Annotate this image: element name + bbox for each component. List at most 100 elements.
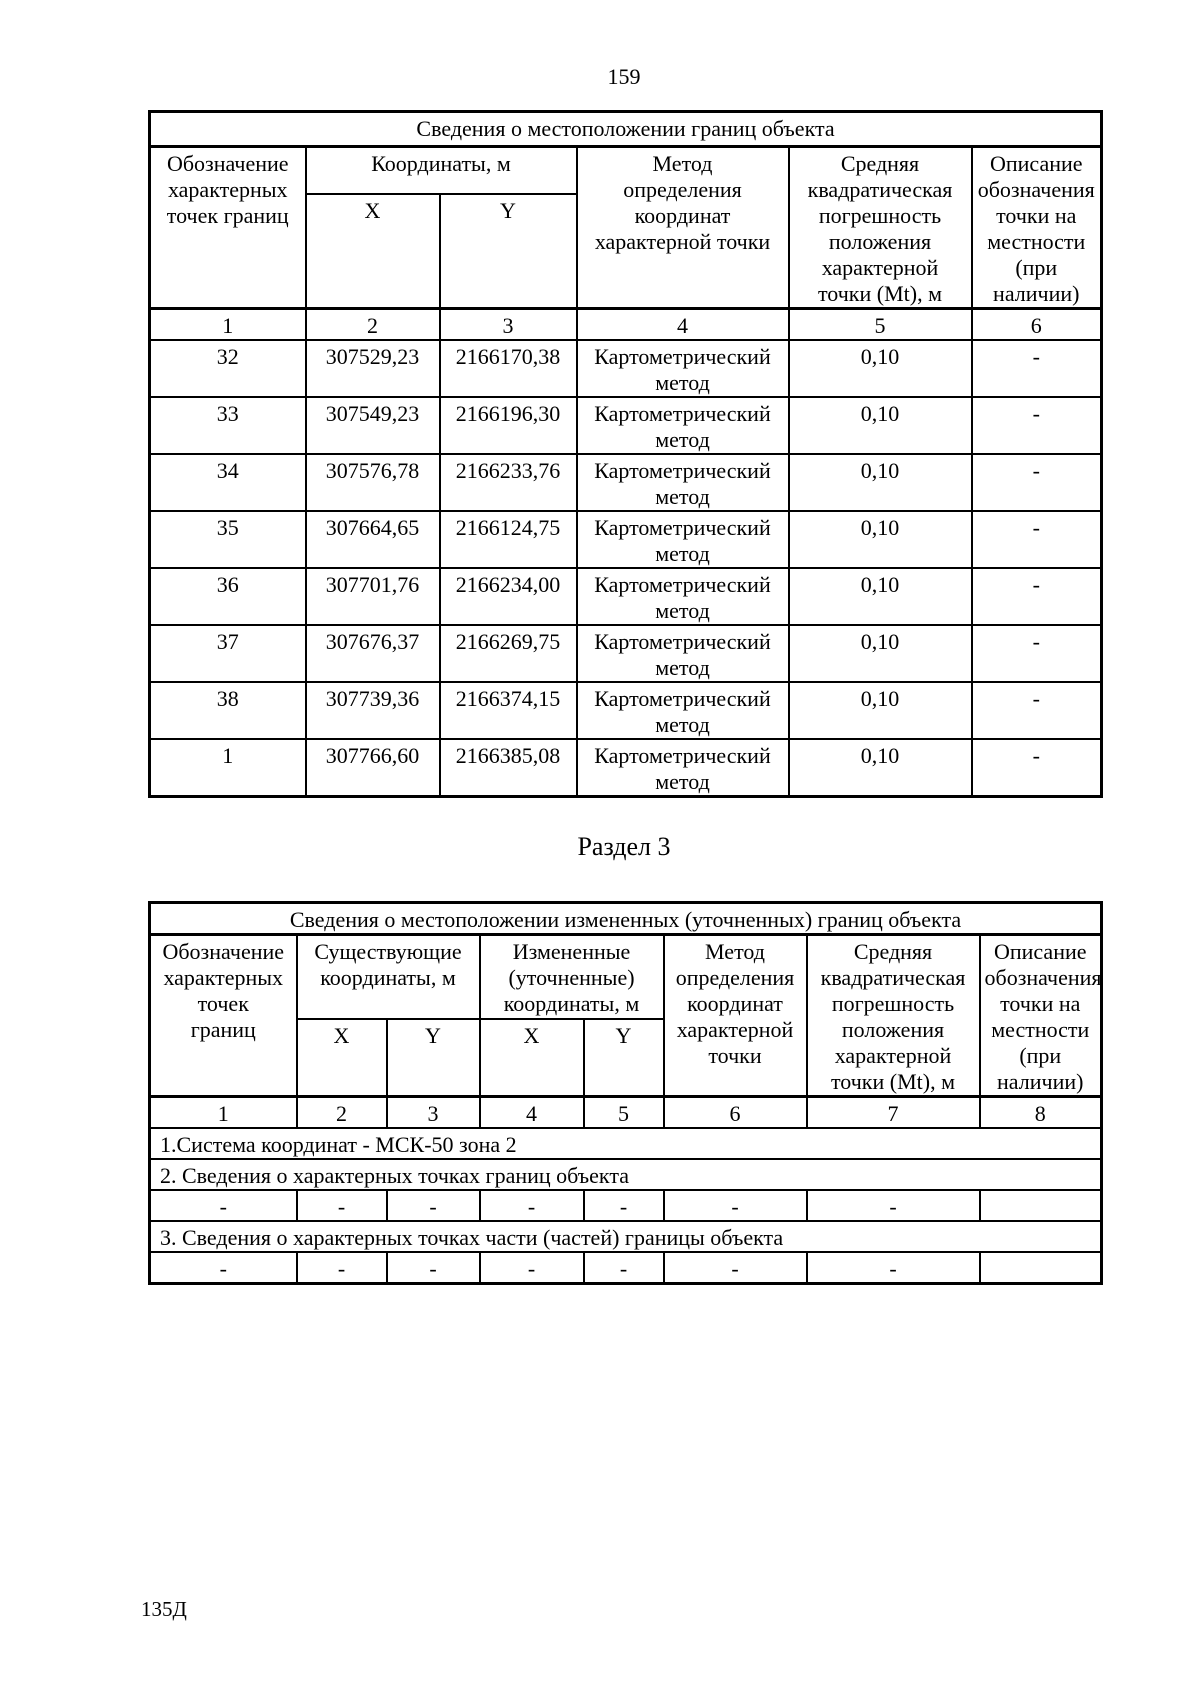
y-value-cell: 2166234,00: [438, 567, 578, 626]
method-cell: Картометрический метод: [575, 396, 790, 455]
x-value-cell: 307739,36: [304, 681, 441, 740]
mt-value-cell: 0,10: [787, 624, 973, 683]
table2-title: Сведения о местоположении измененных (ут…: [148, 901, 1103, 936]
dash-cell: -: [805, 1189, 981, 1222]
table-row: 35 307664,65 2166124,75 Картометрический…: [148, 510, 1103, 569]
y-column-header: Y: [582, 1017, 665, 1098]
method-cell: Картометрический метод: [575, 681, 790, 740]
column-number: 8: [978, 1095, 1103, 1129]
coordinates-group-header: Координаты, м: [304, 145, 578, 195]
error-header: Средняя квадратическая погрешность полож…: [805, 933, 981, 1098]
method-cell: Картометрический метод: [575, 738, 790, 798]
column-number: 3: [385, 1095, 481, 1129]
x-value-cell: 307549,23: [304, 396, 441, 455]
dash-cell: -: [385, 1251, 481, 1285]
column-number: 1: [148, 1095, 298, 1129]
table-row: 32 307529,23 2166170,38 Картометрический…: [148, 339, 1103, 398]
method-header: Метод определения координат характерной …: [662, 933, 808, 1098]
existing-coordinates-group-header: Существующие координаты, м: [295, 933, 481, 1020]
method-cell: Картометрический метод: [575, 453, 790, 512]
dash-cell: -: [295, 1251, 388, 1285]
column-number: 2: [295, 1095, 388, 1129]
column-number: 3: [438, 307, 578, 341]
dash-cell: -: [385, 1189, 481, 1222]
y-value-cell: 2166374,15: [438, 681, 578, 740]
section-heading: Раздел 3: [577, 832, 671, 861]
description-cell: -: [970, 339, 1103, 398]
table1-title: Сведения о местоположении границ объекта: [148, 110, 1103, 148]
description-cell: -: [970, 453, 1103, 512]
dash-cell: -: [662, 1251, 808, 1285]
x-value-cell: 307664,65: [304, 510, 441, 569]
method-cell: Картометрический метод: [575, 567, 790, 626]
x-column-header: X: [478, 1017, 585, 1098]
dash-cell: -: [148, 1251, 298, 1285]
point-number-cell: 36: [148, 567, 307, 626]
dash-cell: -: [478, 1189, 585, 1222]
description-cell: -: [970, 396, 1103, 455]
y-column-header: Y: [385, 1017, 481, 1098]
dash-cell: -: [662, 1189, 808, 1222]
description-cell: -: [970, 738, 1103, 798]
point-number-cell: 38: [148, 681, 307, 740]
dash-cell: -: [478, 1251, 585, 1285]
table-row: 34 307576,78 2166233,76 Картометрический…: [148, 453, 1103, 512]
document-page: 159 Сведения о местоположении границ объ…: [148, 0, 1104, 1285]
x-value-cell: 307576,78: [304, 453, 441, 512]
mt-value-cell: 0,10: [787, 681, 973, 740]
column-number: 2: [304, 307, 441, 341]
description-header: Описание обозначения точки на местности …: [978, 933, 1103, 1098]
boundary-part-points-note: 3. Сведения о характерных точках части (…: [148, 1220, 1103, 1253]
y-column-header: Y: [438, 192, 578, 310]
x-value-cell: 307676,37: [304, 624, 441, 683]
table-row: - - - - - - -: [148, 1189, 1103, 1222]
dash-cell: -: [148, 1189, 298, 1222]
column-number: 5: [582, 1095, 665, 1129]
y-value-cell: 2166269,75: [438, 624, 578, 683]
description-cell: -: [970, 681, 1103, 740]
column-number: 6: [662, 1095, 808, 1129]
table-row: 33 307549,23 2166196,30 Картометрический…: [148, 396, 1103, 455]
point-number-cell: 32: [148, 339, 307, 398]
column-number: 7: [805, 1095, 981, 1129]
table-row: 37 307676,37 2166269,75 Картометрический…: [148, 624, 1103, 683]
y-value-cell: 2166124,75: [438, 510, 578, 569]
column-number: 4: [478, 1095, 585, 1129]
mt-value-cell: 0,10: [787, 510, 973, 569]
footer-code: 135Д: [141, 1597, 187, 1621]
x-column-header: X: [304, 192, 441, 310]
empty-cell: [978, 1251, 1103, 1285]
description-header: Описание обозначения точки на местности …: [970, 145, 1103, 310]
table-row: 1 307766,60 2166385,08 Картометрический …: [148, 738, 1103, 798]
point-number-cell: 37: [148, 624, 307, 683]
dash-cell: -: [295, 1189, 388, 1222]
page-number: 159: [607, 64, 641, 89]
changed-boundaries-table: Сведения о местоположении измененных (ут…: [148, 901, 1103, 1285]
table-row: - - - - - - -: [148, 1251, 1103, 1285]
y-value-cell: 2166385,08: [438, 738, 578, 798]
x-value-cell: 307529,23: [304, 339, 441, 398]
mt-value-cell: 0,10: [787, 396, 973, 455]
point-number-cell: 33: [148, 396, 307, 455]
method-cell: Картометрический метод: [575, 624, 790, 683]
point-number-cell: 1: [148, 738, 307, 798]
mt-value-cell: 0,10: [787, 453, 973, 512]
boundary-points-table: Сведения о местоположении границ объекта…: [148, 110, 1104, 798]
description-cell: -: [970, 567, 1103, 626]
method-header: Метод определения координат характерной …: [575, 145, 790, 310]
method-cell: Картометрический метод: [575, 339, 790, 398]
column-number: 1: [148, 307, 307, 341]
dash-cell: -: [582, 1251, 665, 1285]
description-cell: -: [970, 624, 1103, 683]
method-cell: Картометрический метод: [575, 510, 790, 569]
point-designation-header: Обозначение характерных точек границ: [148, 145, 307, 310]
x-column-header: X: [295, 1017, 388, 1098]
changed-coordinates-group-header: Измененные (уточненные) координаты, м: [478, 933, 665, 1020]
y-value-cell: 2166196,30: [438, 396, 578, 455]
column-number: 5: [787, 307, 973, 341]
point-number-cell: 35: [148, 510, 307, 569]
point-designation-header: Обозначение характерных точек границ: [148, 933, 298, 1098]
empty-cell: [978, 1189, 1103, 1222]
point-number-cell: 34: [148, 453, 307, 512]
mt-value-cell: 0,10: [787, 738, 973, 798]
